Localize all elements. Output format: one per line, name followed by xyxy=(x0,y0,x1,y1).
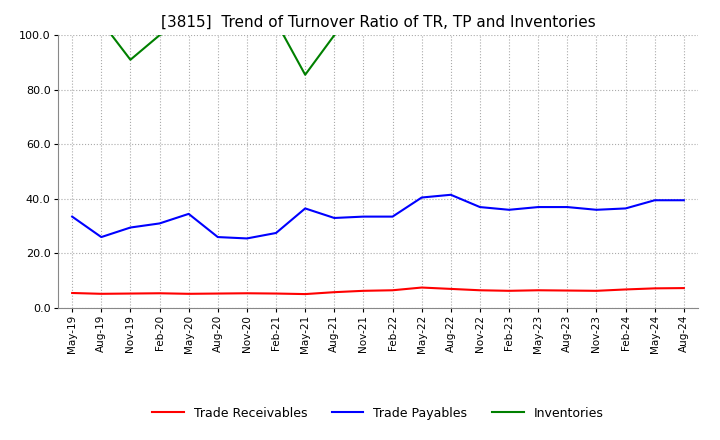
Trade Receivables xyxy=(621,287,630,292)
Trade Receivables xyxy=(213,291,222,296)
Trade Receivables xyxy=(330,290,338,295)
Title: [3815]  Trend of Turnover Ratio of TR, TP and Inventories: [3815] Trend of Turnover Ratio of TR, TP… xyxy=(161,15,595,30)
Inventories xyxy=(156,33,164,38)
Trade Receivables xyxy=(156,291,164,296)
Trade Receivables xyxy=(243,291,251,296)
Trade Payables xyxy=(446,192,455,198)
Trade Payables xyxy=(126,225,135,230)
Trade Receivables xyxy=(97,291,106,297)
Trade Receivables xyxy=(126,291,135,296)
Trade Payables xyxy=(271,230,280,235)
Trade Payables xyxy=(97,235,106,240)
Line: Inventories: Inventories xyxy=(72,22,189,60)
Trade Receivables xyxy=(505,288,513,293)
Legend: Trade Receivables, Trade Payables, Inventories: Trade Receivables, Trade Payables, Inven… xyxy=(148,402,608,425)
Line: Trade Receivables: Trade Receivables xyxy=(72,288,684,294)
Trade Receivables xyxy=(301,291,310,297)
Trade Payables xyxy=(213,235,222,240)
Trade Payables xyxy=(621,206,630,211)
Trade Payables xyxy=(68,214,76,219)
Inventories xyxy=(68,19,76,24)
Trade Payables xyxy=(650,198,659,203)
Trade Payables xyxy=(243,236,251,241)
Trade Receivables xyxy=(359,288,368,293)
Trade Receivables xyxy=(68,290,76,296)
Trade Receivables xyxy=(680,286,688,291)
Trade Payables xyxy=(505,207,513,213)
Inventories xyxy=(126,57,135,62)
Trade Payables xyxy=(330,215,338,220)
Trade Receivables xyxy=(388,288,397,293)
Trade Receivables xyxy=(271,291,280,296)
Trade Payables xyxy=(680,198,688,203)
Trade Receivables xyxy=(534,288,543,293)
Trade Receivables xyxy=(184,291,193,297)
Trade Payables xyxy=(534,205,543,210)
Inventories xyxy=(97,19,106,24)
Trade Payables xyxy=(184,211,193,216)
Trade Receivables xyxy=(418,285,426,290)
Trade Receivables xyxy=(592,288,600,293)
Trade Payables xyxy=(388,214,397,219)
Trade Receivables xyxy=(650,286,659,291)
Trade Payables xyxy=(563,205,572,210)
Trade Payables xyxy=(156,221,164,226)
Trade Payables xyxy=(476,205,485,210)
Trade Payables xyxy=(592,207,600,213)
Line: Trade Payables: Trade Payables xyxy=(72,195,684,238)
Trade Receivables xyxy=(563,288,572,293)
Inventories xyxy=(184,19,193,24)
Trade Payables xyxy=(418,195,426,200)
Trade Receivables xyxy=(446,286,455,292)
Trade Payables xyxy=(301,206,310,211)
Trade Receivables xyxy=(476,288,485,293)
Trade Payables xyxy=(359,214,368,219)
